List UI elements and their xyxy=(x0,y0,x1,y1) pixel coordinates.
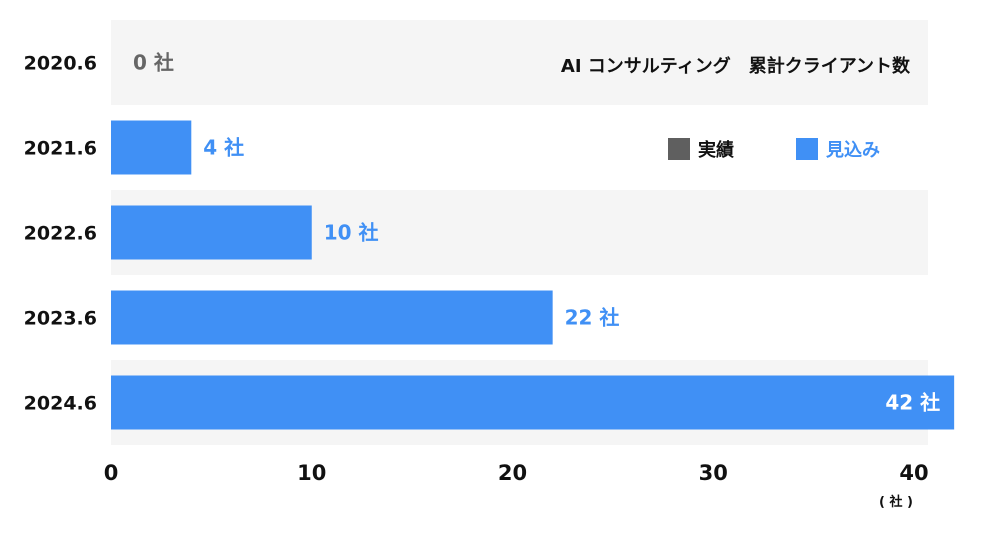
row-band xyxy=(111,20,928,105)
x-axis-ticks: 0 10 20 30 40 xyxy=(104,461,929,485)
category-label: 2024.6 xyxy=(24,393,97,415)
x-tick-label: 10 xyxy=(297,461,326,485)
data-label: 42 社 xyxy=(885,391,940,415)
category-labels: 2020.6 2021.6 2022.6 2023.6 2024.6 xyxy=(24,53,97,415)
data-label: 10 社 xyxy=(324,221,379,245)
category-label: 2021.6 xyxy=(24,138,97,160)
chart-title: AI コンサルティング 累計クライアント数 xyxy=(561,55,911,77)
bar xyxy=(111,375,955,430)
data-label: 4 社 xyxy=(203,136,244,160)
legend-swatch-forecast xyxy=(796,138,818,160)
x-tick-label: 40 xyxy=(899,461,928,485)
data-label: 0 社 xyxy=(133,51,174,75)
x-tick-label: 0 xyxy=(104,461,119,485)
category-label: 2023.6 xyxy=(24,308,97,330)
bar xyxy=(111,120,192,175)
data-label: 22 社 xyxy=(565,306,620,330)
x-tick-label: 30 xyxy=(699,461,728,485)
bar xyxy=(111,290,553,345)
legend: 実績 見込み xyxy=(668,138,880,161)
x-tick-label: 20 xyxy=(498,461,527,485)
bars xyxy=(111,120,955,430)
category-label: 2022.6 xyxy=(24,223,97,245)
bar xyxy=(111,205,312,260)
category-label: 2020.6 xyxy=(24,53,97,75)
legend-label-forecast: 見込み xyxy=(825,140,880,161)
legend-swatch-actual xyxy=(668,138,690,160)
data-labels: 0 社 4 社 10 社 22 社 42 社 xyxy=(133,51,940,415)
legend-label-actual: 実績 xyxy=(698,139,734,161)
x-axis-unit: ( 社 ) xyxy=(879,494,913,510)
